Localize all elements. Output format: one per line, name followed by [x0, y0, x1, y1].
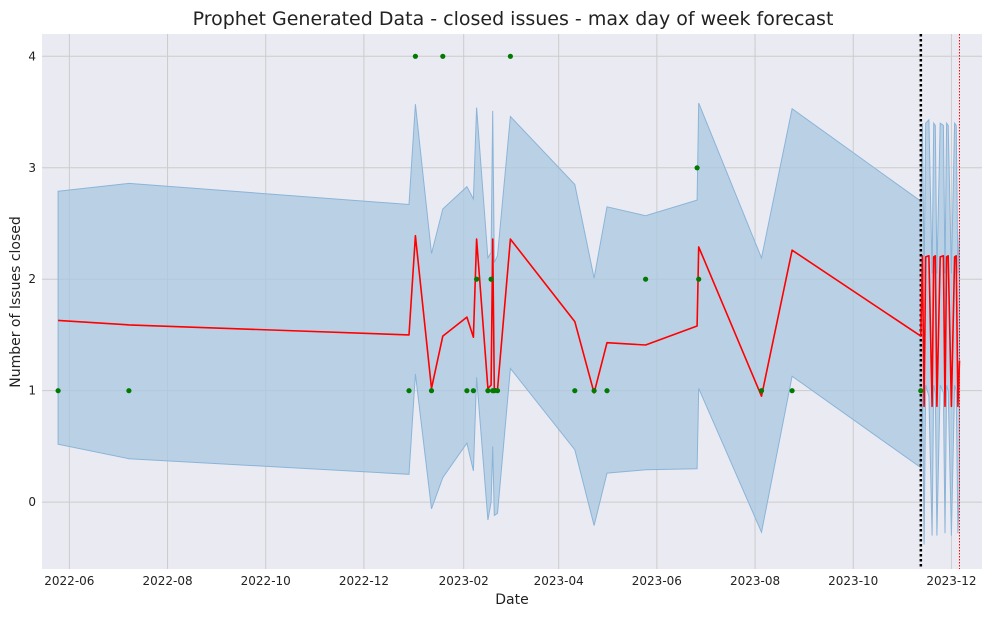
forecast-series-line [58, 234, 961, 408]
y-tick-label: 0 [28, 495, 36, 509]
x-axis-label: Date [495, 592, 528, 608]
observed-point [470, 388, 476, 394]
x-tick-label: 2023-04 [534, 574, 584, 588]
observed-point [488, 276, 494, 282]
observed-point [494, 388, 501, 394]
x-tick-label: 2023-06 [632, 574, 682, 588]
observed-points [55, 53, 924, 394]
observed-point [591, 388, 597, 394]
x-tick-label: 2023-08 [730, 574, 780, 588]
observed-point [485, 388, 491, 394]
x-tick-label: 2022-12 [339, 574, 389, 588]
observed-point [918, 388, 924, 394]
chart-title: Prophet Generated Data - closed issues -… [193, 8, 834, 30]
x-tick-label: 2022-10 [241, 574, 291, 588]
observed-point [126, 388, 132, 394]
observed-point [507, 53, 513, 59]
observed-point [758, 388, 765, 394]
y-axis-label: Number of Issues closed [8, 216, 24, 388]
observed-point [428, 388, 435, 394]
observed-point [572, 388, 578, 394]
y-axis-ticks: 0 1 2 3 4 [28, 49, 36, 509]
observed-point [55, 388, 61, 394]
y-tick-label: 2 [28, 272, 36, 286]
forecast-line [58, 234, 961, 408]
y-tick-label: 3 [28, 161, 36, 175]
observed-point [789, 388, 795, 394]
observed-point [464, 388, 470, 394]
x-tick-label: 2023-10 [828, 574, 878, 588]
x-tick-label: 2022-06 [44, 574, 94, 588]
observed-point [643, 276, 649, 282]
observed-point [412, 53, 418, 59]
observed-point [696, 276, 702, 282]
y-tick-label: 1 [28, 384, 36, 398]
y-tick-label: 4 [28, 49, 36, 63]
x-tick-label: 2023-02 [439, 574, 489, 588]
observed-point [474, 276, 480, 282]
observed-point [440, 53, 446, 59]
x-tick-label: 2023-12 [926, 574, 976, 588]
x-tick-label: 2022-08 [142, 574, 192, 588]
observed-point [604, 388, 610, 394]
observed-point [694, 165, 700, 171]
observed-point [406, 388, 412, 394]
x-axis-ticks: 2022-06 2022-08 2022-10 2022-12 2023-02 2023-… [44, 574, 976, 588]
